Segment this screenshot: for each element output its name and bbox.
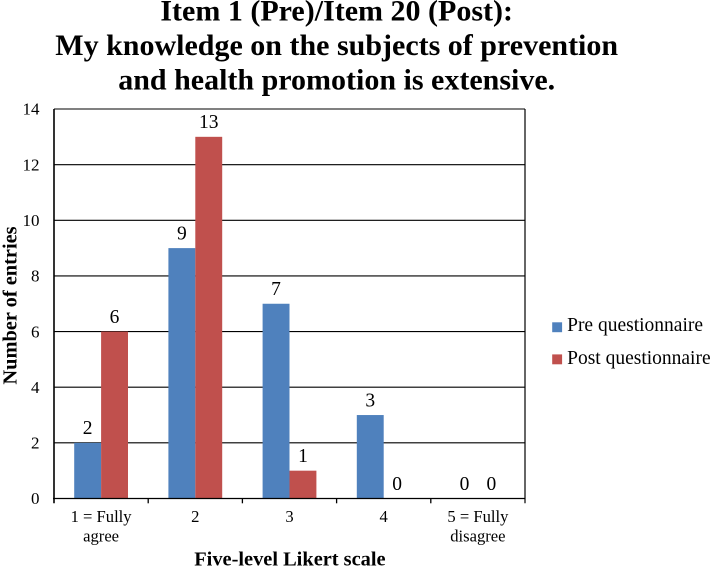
svg-text:Pre questionnaire: Pre questionnaire bbox=[567, 315, 703, 336]
svg-text:Item 1 (Pre)/Item 20 (Post):: Item 1 (Pre)/Item 20 (Post): bbox=[160, 0, 513, 27]
svg-text:and health promotion is extens: and health promotion is extensive. bbox=[118, 63, 555, 96]
svg-text:3: 3 bbox=[285, 507, 293, 526]
svg-text:6: 6 bbox=[31, 322, 40, 341]
svg-text:4: 4 bbox=[31, 378, 40, 397]
svg-text:0: 0 bbox=[460, 474, 470, 495]
svg-text:My knowledge on the subjects o: My knowledge on the subjects of preventi… bbox=[55, 29, 618, 62]
svg-text:Five-level Likert scale: Five-level Likert scale bbox=[194, 548, 385, 570]
svg-text:2: 2 bbox=[83, 418, 93, 439]
svg-text:12: 12 bbox=[23, 155, 40, 174]
svg-text:10: 10 bbox=[23, 211, 40, 230]
svg-text:Number of entries: Number of entries bbox=[0, 226, 22, 384]
svg-text:4: 4 bbox=[380, 507, 389, 526]
svg-text:2: 2 bbox=[191, 507, 199, 526]
svg-text:1 = Fully: 1 = Fully bbox=[71, 507, 133, 526]
svg-text:9: 9 bbox=[177, 223, 187, 244]
svg-text:0: 0 bbox=[31, 489, 40, 508]
svg-text:0: 0 bbox=[486, 474, 496, 495]
svg-text:14: 14 bbox=[23, 100, 41, 119]
svg-text:0: 0 bbox=[392, 474, 402, 495]
svg-text:agree: agree bbox=[83, 527, 119, 546]
svg-text:Post questionnaire: Post questionnaire bbox=[567, 348, 711, 369]
svg-text:5 = Fully: 5 = Fully bbox=[447, 507, 509, 526]
svg-text:1: 1 bbox=[298, 446, 308, 467]
svg-text:6: 6 bbox=[110, 307, 120, 328]
svg-text:13: 13 bbox=[199, 112, 219, 133]
svg-text:disagree: disagree bbox=[450, 527, 505, 546]
svg-text:8: 8 bbox=[31, 267, 40, 286]
svg-text:7: 7 bbox=[271, 279, 281, 300]
svg-text:3: 3 bbox=[365, 390, 375, 411]
svg-text:2: 2 bbox=[31, 434, 40, 453]
